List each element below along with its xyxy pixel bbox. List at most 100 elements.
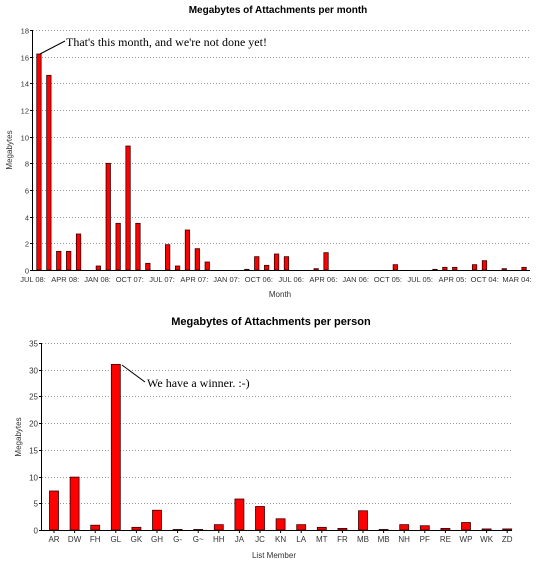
bar [452, 266, 458, 271]
bar [234, 498, 245, 531]
bar [131, 526, 142, 531]
x-tick-label: AR [48, 535, 59, 544]
bar [145, 262, 151, 271]
y-tick-label: 4 [25, 214, 29, 223]
y-tick-label: 0 [34, 527, 39, 536]
x-tick-label: MAR 04: [502, 275, 531, 284]
bar [399, 524, 410, 531]
y-tick-label: 6 [25, 187, 29, 196]
bar [56, 250, 62, 271]
grid-lines [33, 30, 530, 244]
bar [172, 529, 183, 531]
y-tick-label: 20 [29, 420, 38, 429]
x-tick-label: ZD [502, 535, 513, 544]
bar [432, 268, 438, 271]
x-tick-label: DW [68, 535, 82, 544]
bar [193, 529, 204, 531]
bars [49, 363, 513, 531]
bar [255, 506, 265, 531]
bar [165, 244, 171, 271]
x-tick-label: JA [235, 535, 245, 544]
y-tick-labels: 0 5 10 15 20 25 30 35 [29, 340, 42, 536]
x-tick-label: APR 05: [438, 275, 466, 284]
x-tick-labels: AR DW FH GL GK GH G- G~ HH JA JC KN LA MT FR MB MB NH PF RE… [48, 530, 513, 544]
x-tick-label: G~ [193, 535, 204, 544]
bar [105, 162, 111, 271]
bar [481, 528, 492, 531]
x-axis-label: Month [269, 290, 291, 299]
x-tick-labels: JUL 08: APR 08: JAN 08: OCT 07: JUL 07: APR 0… [20, 275, 531, 284]
bar [110, 363, 121, 531]
x-tick-label: OCT 04: [471, 275, 499, 284]
person-attachments-chart: Megabytes of Attachments per person Mega… [14, 316, 513, 560]
x-tick-label: JAN 06: [342, 275, 369, 284]
x-tick-label: GK [131, 535, 143, 544]
y-tick-labels: 0 2 4 6 8 10 12 14 16 18 [21, 27, 33, 276]
annotation-leader [39, 40, 66, 55]
bar [90, 524, 101, 531]
bar [95, 265, 101, 271]
bar [323, 252, 329, 271]
bar [275, 518, 286, 531]
x-tick-label: NH [398, 535, 410, 544]
x-tick-label: MT [316, 535, 328, 544]
monthly-attachments-chart: Megabytes of Attachments per month Megab… [5, 5, 532, 299]
y-tick-label: 14 [21, 80, 29, 89]
x-tick-label: JUL 08: [20, 275, 46, 284]
bar [264, 264, 270, 271]
bar [204, 261, 210, 271]
x-tick-label: JUL 05: [407, 275, 433, 284]
bar [502, 528, 513, 531]
y-tick-label: 16 [21, 54, 29, 63]
bar [135, 222, 141, 271]
bars [36, 53, 527, 271]
bar [75, 233, 82, 271]
x-tick-label: JC [255, 535, 265, 544]
bar [152, 509, 162, 531]
y-tick-label: 10 [21, 134, 29, 143]
x-tick-label: KN [275, 535, 286, 544]
bar [273, 253, 280, 271]
bar [461, 522, 471, 531]
x-tick-label: OCT 07: [116, 275, 144, 284]
bar [481, 260, 488, 271]
y-tick-label: 0 [25, 267, 29, 276]
y-tick-label: 12 [21, 107, 29, 116]
bar [36, 53, 42, 271]
x-tick-label: WK [480, 535, 494, 544]
x-tick-label: JUL 06: [278, 275, 304, 284]
y-axis-label: Megabytes [14, 417, 23, 456]
x-tick-label: HH [213, 535, 225, 544]
bar [213, 524, 224, 531]
y-tick-label: 2 [25, 240, 29, 249]
bar [501, 268, 507, 271]
bar [46, 74, 52, 271]
annotation-text: We have a winner. :-) [147, 376, 250, 390]
bar [115, 222, 121, 271]
x-axis-label: List Member [252, 551, 296, 560]
x-tick-label: GH [151, 535, 163, 544]
bar [194, 248, 200, 271]
chart-title: Megabytes of Attachments per month [189, 5, 368, 16]
bar [296, 524, 307, 531]
x-tick-label: MB [357, 535, 369, 544]
bar [69, 476, 80, 531]
bar [358, 510, 368, 531]
bar [125, 145, 131, 271]
x-tick-label: APR 07: [180, 275, 208, 284]
x-tick-label: WP [460, 535, 473, 544]
x-tick-label: OCT 06: [245, 275, 273, 284]
bar [244, 268, 250, 271]
x-tick-label: JAN 07: [213, 275, 240, 284]
bar [283, 256, 290, 271]
annotation-leader [121, 364, 146, 383]
bar [419, 525, 430, 531]
x-tick-label: G- [173, 535, 182, 544]
bar [440, 527, 451, 531]
x-tick-label: FH [90, 535, 101, 544]
bar [49, 490, 59, 531]
x-tick-label: APR 08: [51, 275, 79, 284]
y-tick-label: 5 [34, 500, 39, 509]
chart-title: Megabytes of Attachments per person [171, 316, 371, 328]
x-tick-label: OCT 05: [374, 275, 402, 284]
